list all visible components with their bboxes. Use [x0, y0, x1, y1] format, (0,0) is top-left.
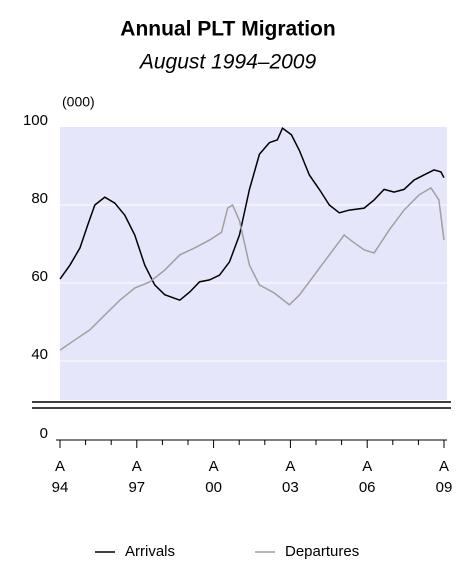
x-tick-label: 09 — [436, 479, 453, 496]
chart-title: Annual PLT Migration — [120, 18, 335, 41]
x-tick-label: 06 — [359, 479, 376, 496]
x-tick-label: 03 — [282, 479, 299, 496]
legend-label: Departures — [285, 543, 359, 560]
x-tick-month: A — [439, 458, 449, 475]
y-tick-label: 80 — [31, 190, 48, 207]
x-tick-month: A — [209, 458, 219, 475]
chart-subtitle: August 1994–2009 — [138, 51, 317, 74]
x-tick-month: A — [132, 458, 142, 475]
x-tick-label: 00 — [205, 479, 222, 496]
series-line — [59, 186, 445, 351]
plot-background — [60, 127, 447, 400]
x-tick-month: A — [362, 458, 372, 475]
legend-label: Arrivals — [125, 543, 175, 560]
y-tick-label: 40 — [31, 346, 48, 363]
series-line — [59, 127, 445, 302]
y-unit-label: (000) — [62, 94, 95, 110]
y-tick-label: 0 — [40, 425, 48, 442]
x-tick-label: 94 — [52, 479, 69, 496]
x-tick-month: A — [55, 458, 65, 475]
y-tick-label: 60 — [31, 268, 48, 285]
y-tick-label: 100 — [23, 112, 48, 129]
x-tick-month: A — [285, 458, 295, 475]
x-tick-label: 97 — [128, 479, 145, 496]
